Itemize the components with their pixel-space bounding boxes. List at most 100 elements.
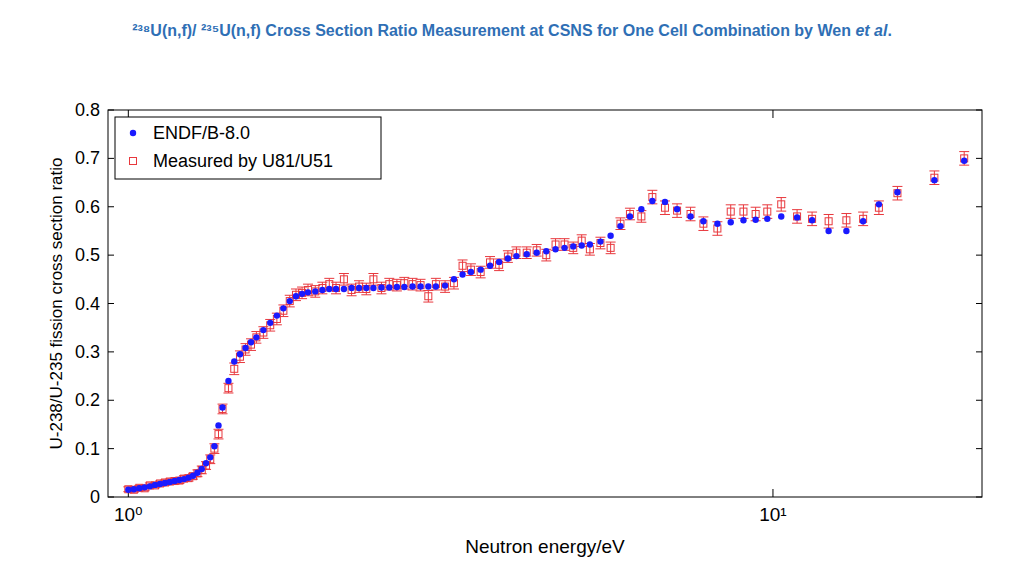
y-tick <box>108 110 114 111</box>
error-bar <box>625 208 635 220</box>
legend-marker <box>130 158 137 165</box>
point <box>860 218 866 224</box>
point <box>459 262 466 269</box>
x-tick <box>772 110 773 118</box>
point <box>894 189 900 195</box>
point <box>638 206 644 212</box>
error-bar <box>416 279 426 291</box>
point <box>825 228 831 234</box>
point <box>843 217 850 224</box>
plot-frame <box>108 110 982 497</box>
series <box>125 158 967 493</box>
point <box>740 217 746 223</box>
point <box>778 201 785 208</box>
error-bar <box>647 190 657 204</box>
point <box>215 422 221 428</box>
x-axis-label: Neutron energy/eV <box>465 536 625 557</box>
error-bar <box>686 207 696 221</box>
error-bar <box>476 266 486 278</box>
point <box>231 365 238 372</box>
error-bar <box>824 214 834 228</box>
point <box>524 251 530 257</box>
point <box>794 214 800 220</box>
point <box>433 283 439 289</box>
point <box>341 286 347 292</box>
point <box>714 220 720 226</box>
y-tick <box>108 206 114 207</box>
y-axis-label: U-238/U-235 fission cross section ratio <box>47 158 66 450</box>
error-bar <box>595 237 605 249</box>
error-bar <box>698 217 708 231</box>
point <box>794 213 801 220</box>
y-tick-label: 0.4 <box>75 294 100 314</box>
point <box>477 266 483 272</box>
point <box>543 248 549 254</box>
point <box>356 285 362 291</box>
legend-marker <box>130 130 136 136</box>
point <box>417 283 423 289</box>
point <box>578 242 584 248</box>
y-tick <box>976 255 982 256</box>
point <box>211 443 217 449</box>
error-bar <box>726 205 736 219</box>
point <box>219 404 225 410</box>
error-bar <box>532 244 542 256</box>
error-bar <box>376 282 386 294</box>
error-bar <box>458 260 468 272</box>
y-tick <box>108 158 114 159</box>
error-bar <box>892 186 902 200</box>
point <box>287 298 293 304</box>
y-tick <box>976 497 982 498</box>
point <box>237 351 243 357</box>
point <box>267 320 273 326</box>
title: ²³⁸U(n,f)/ ²³⁵U(n,f) Cross Section Ratio… <box>132 22 892 39</box>
y-tick <box>108 497 114 498</box>
error-bar <box>384 278 394 290</box>
point <box>409 283 415 289</box>
point <box>570 243 576 249</box>
point <box>333 285 340 292</box>
point <box>131 486 137 492</box>
error-bar <box>213 429 223 439</box>
error-bar <box>431 278 441 290</box>
point <box>348 285 354 291</box>
point <box>386 284 392 290</box>
x-tick-label: 10⁰ <box>114 504 143 525</box>
point <box>638 213 645 220</box>
point <box>125 487 131 493</box>
x-tick <box>772 489 773 497</box>
chart: ²³⁸U(n,f)/ ²³⁵U(n,f) Cross Section Ratio… <box>0 0 1024 576</box>
point <box>305 289 311 295</box>
point <box>778 213 784 219</box>
y-tick <box>108 351 114 352</box>
y-tick <box>108 400 114 401</box>
point <box>225 378 231 384</box>
point <box>225 385 232 392</box>
point <box>662 199 668 205</box>
error-bar <box>615 218 625 230</box>
y-tick <box>976 206 982 207</box>
y-tick-label: 0.7 <box>75 148 100 168</box>
y-tick <box>976 303 982 304</box>
point <box>728 219 734 225</box>
point <box>468 269 474 275</box>
point <box>363 285 370 292</box>
error-bar <box>874 201 884 215</box>
error-bar <box>209 444 219 454</box>
point <box>843 228 849 234</box>
x-tick-label: 10¹ <box>759 504 786 525</box>
point <box>253 334 259 340</box>
error-bar <box>560 239 570 251</box>
point <box>425 293 432 300</box>
point <box>876 201 882 207</box>
point <box>607 233 613 239</box>
error-bar <box>485 257 495 269</box>
error-bar <box>368 274 378 286</box>
error-bar <box>792 210 802 224</box>
point <box>561 245 567 251</box>
point <box>496 259 502 265</box>
point <box>587 241 593 247</box>
error-bar <box>738 205 748 219</box>
point <box>333 286 339 292</box>
point <box>661 204 668 211</box>
